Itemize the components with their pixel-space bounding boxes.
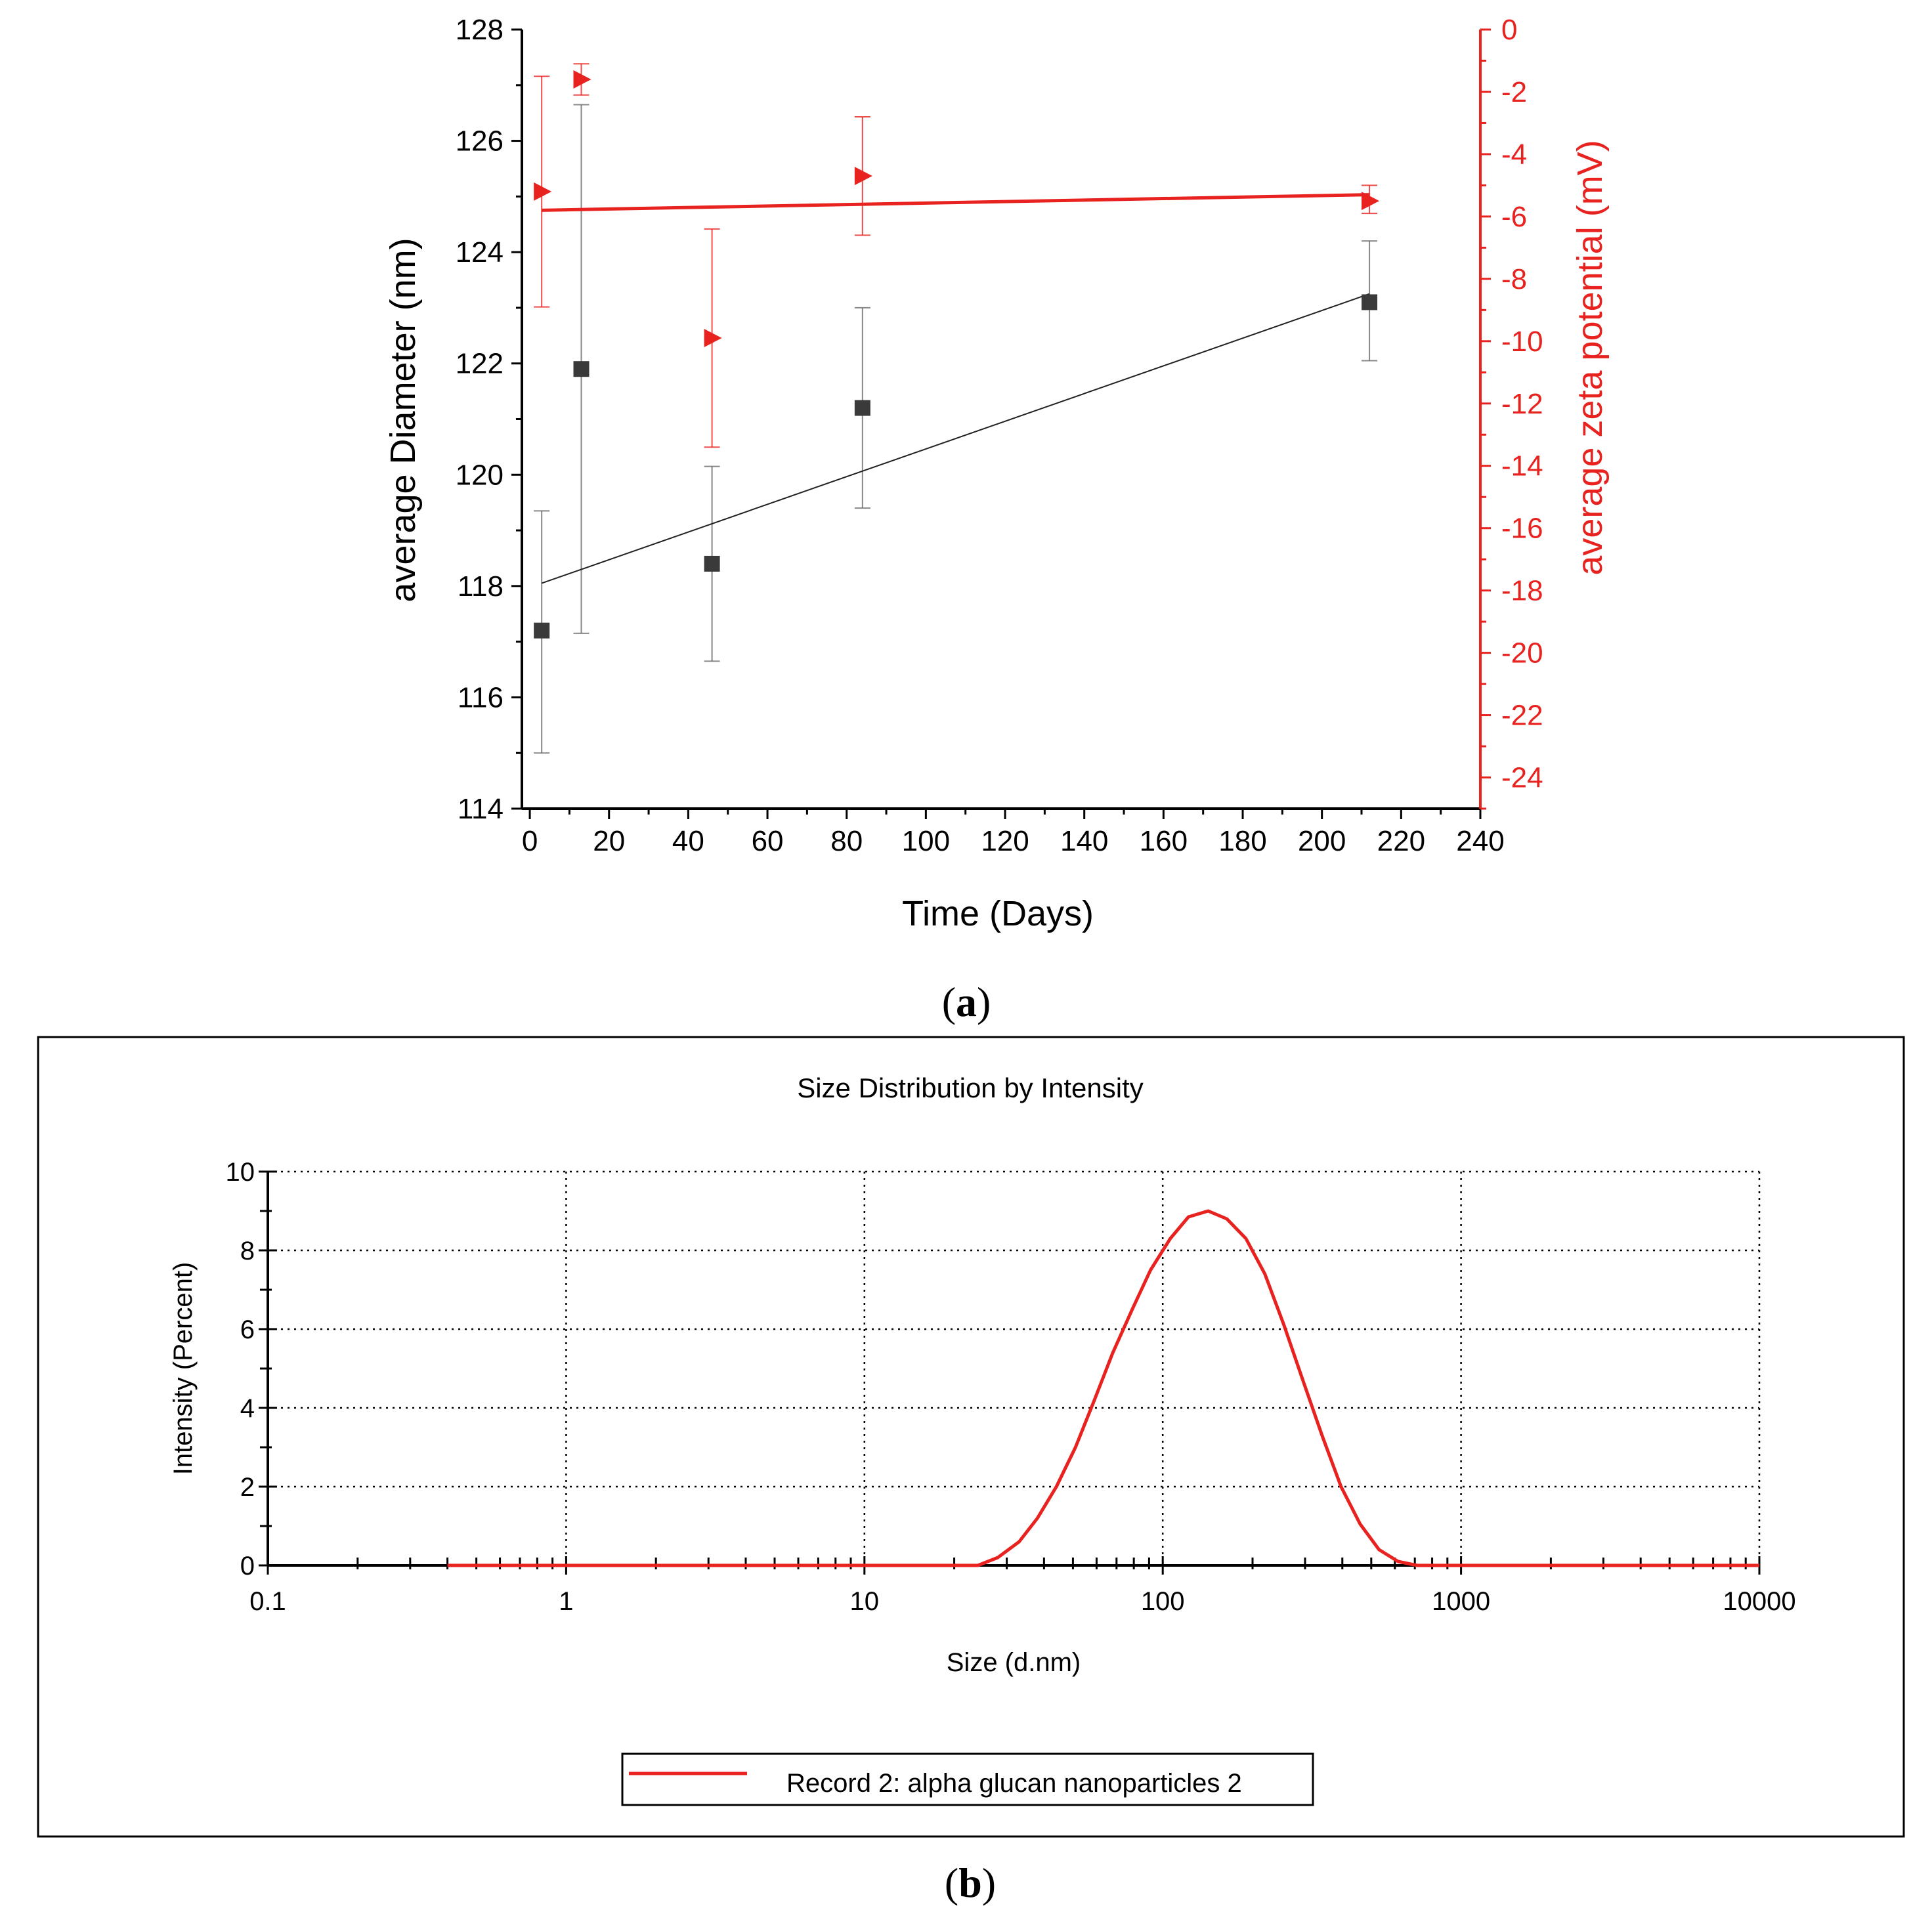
y-tick-label: 0 [240, 1552, 255, 1581]
x-tick-label: 80 [830, 825, 863, 857]
y-tick-label: 116 [458, 681, 504, 713]
panel-b-chart: Size Distribution by Intensity 0.1 1 10 100… [37, 1036, 1905, 1906]
y-tick-label: 8 [240, 1237, 255, 1265]
x-tick-label: 10 [850, 1587, 880, 1616]
diameter-marker [1362, 294, 1378, 310]
x-tick-label: 240 [1456, 825, 1504, 857]
x-tick-label: 180 [1218, 825, 1266, 857]
left-y-axis-ticks: 114 116 118 120 122 124 126 128 [456, 14, 522, 825]
right-y-axis-ticks: 0 -2 -4 -6 -8 -10 -12 -14 -16 -18 -20 -22 -24 [1480, 14, 1543, 810]
y-axis-title: Intensity (Percent) [169, 1262, 198, 1475]
y2-tick-label: -10 [1501, 326, 1543, 358]
y2-tick-label: -2 [1501, 76, 1527, 108]
x-tick-label: 220 [1377, 825, 1425, 857]
y2-tick-label: -18 [1501, 575, 1543, 607]
panel-b-label: (b) [945, 1859, 996, 1906]
size-distribution-curve [447, 1209, 1759, 1567]
legend-box [621, 1752, 1314, 1806]
y2-tick-label: -8 [1501, 263, 1527, 295]
y2-tick-label: -24 [1501, 762, 1543, 794]
diameter-fit-line [541, 293, 1370, 584]
x-tick-label: 140 [1060, 825, 1108, 857]
y2-tick-label: -4 [1501, 138, 1527, 171]
diameter-marker [534, 622, 550, 639]
zeta-fit-line [542, 193, 1370, 212]
y-tick-label: 128 [456, 14, 504, 46]
error-bars [534, 63, 1378, 754]
fit-lines [541, 193, 1370, 584]
legend: Record 2: alpha glucan nanoparticles 2 [621, 1752, 1314, 1806]
panel-a-label: (a) [942, 979, 991, 1025]
legend-label: Record 2: alpha glucan nanoparticles 2 [786, 1769, 1242, 1798]
x-axis-title: Time (Days) [902, 894, 1094, 933]
x-axis-title: Size (d.nm) [947, 1648, 1081, 1677]
y-tick-label: 114 [458, 793, 504, 825]
panel-b-frame [37, 1036, 1905, 1838]
diameter-marker [704, 555, 720, 572]
y2-tick-label: -20 [1501, 637, 1543, 669]
y-tick-label: 4 [240, 1394, 255, 1423]
y2-tick-label: -16 [1501, 513, 1543, 545]
x-tick-label: 1000 [1432, 1587, 1490, 1616]
panel-a-chart: 0 20 40 60 80 100 120 140 160 180 200 220 240 114 116… [383, 14, 1610, 1025]
y2-tick-label: -6 [1501, 201, 1527, 233]
gridlines [268, 1170, 1761, 1565]
zeta-marker [854, 167, 872, 186]
y-tick-label: 6 [240, 1315, 255, 1344]
y-tick-label: 2 [240, 1473, 255, 1502]
y-tick-label: 122 [456, 348, 504, 380]
zeta-marker [534, 182, 552, 201]
y-tick-label: 120 [456, 459, 504, 491]
y2-tick-label: 0 [1501, 14, 1517, 46]
x-tick-label: 100 [902, 825, 950, 857]
data-markers [534, 70, 1380, 639]
y-tick-label: 124 [456, 236, 504, 268]
x-tick-label: 120 [981, 825, 1029, 857]
y-tick-label: 118 [458, 570, 504, 603]
y2-tick-label: -14 [1501, 450, 1543, 482]
zeta-marker [1362, 192, 1380, 211]
x-tick-label: 60 [752, 825, 784, 857]
x-tick-label: 20 [593, 825, 625, 857]
x-tick-label: 200 [1298, 825, 1346, 857]
y-tick-label: 126 [456, 125, 504, 158]
x-tick-label: 10000 [1723, 1587, 1795, 1616]
axis-ticks: 0.1 1 10 100 1000 10000 0 2 4 6 8 10 [226, 1158, 1796, 1616]
x-tick-label: 1 [559, 1587, 573, 1616]
x-tick-label: 0.1 [249, 1587, 286, 1616]
x-tick-label: 40 [672, 825, 704, 857]
x-axis-ticks: 0 20 40 60 80 100 120 140 160 180 200 220 240 [522, 809, 1505, 857]
x-tick-label: 100 [1141, 1587, 1185, 1616]
zeta-marker [704, 329, 722, 348]
x-tick-label: 160 [1140, 825, 1188, 857]
diameter-marker [573, 361, 590, 377]
chart-title: Size Distribution by Intensity [797, 1072, 1144, 1103]
right-y-axis-title: average zeta potential (mV) [1570, 140, 1610, 575]
zeta-marker [573, 70, 591, 89]
y2-tick-label: -12 [1501, 388, 1543, 420]
y2-tick-label: -22 [1501, 700, 1543, 732]
y-tick-label: 10 [226, 1158, 255, 1187]
x-tick-label: 0 [522, 825, 538, 857]
diameter-marker [854, 400, 870, 416]
left-y-axis-title: average Diameter (nm) [383, 238, 423, 602]
